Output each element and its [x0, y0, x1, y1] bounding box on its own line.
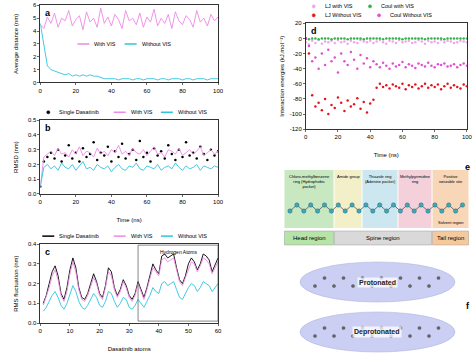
svg-text:20: 20 [96, 328, 103, 334]
svg-text:80: 80 [431, 134, 438, 140]
svg-text:Time (ns): Time (ns) [374, 152, 399, 158]
svg-text:1: 1 [33, 67, 37, 73]
svg-text:0.1: 0.1 [28, 300, 37, 306]
svg-text:With VIS: With VIS [131, 109, 153, 115]
svg-text:0: 0 [39, 328, 43, 334]
svg-text:0: 0 [304, 134, 308, 140]
svg-text:0.3: 0.3 [28, 261, 37, 267]
svg-text:Tail region: Tail region [437, 235, 464, 241]
svg-text:0.2: 0.2 [28, 162, 37, 168]
svg-text:RMSD (nm): RMSD (nm) [13, 141, 19, 173]
svg-text:3: 3 [33, 41, 37, 47]
svg-text:50: 50 [185, 328, 192, 334]
svg-text:-120: -120 [290, 126, 303, 132]
svg-text:Thiazole ring(Adenine pocket): Thiazole ring(Adenine pocket) [365, 174, 396, 184]
svg-text:d: d [311, 26, 317, 36]
svg-text:0: 0 [39, 88, 43, 94]
svg-text:0.0: 0.0 [28, 320, 37, 326]
svg-text:0.3: 0.3 [28, 147, 37, 153]
svg-text:Hydrogen Atoms: Hydrogen Atoms [160, 249, 197, 255]
svg-text:-100: -100 [290, 111, 303, 117]
svg-text:Dasatinib atoms: Dasatinib atoms [108, 346, 151, 352]
svg-text:0: 0 [33, 80, 37, 86]
svg-text:Coul with VIS: Coul with VIS [381, 3, 414, 9]
svg-text:40: 40 [108, 199, 115, 205]
svg-text:-40: -40 [293, 66, 302, 72]
svg-text:0: 0 [298, 36, 302, 42]
svg-text:-80: -80 [293, 96, 302, 102]
svg-text:0.0: 0.0 [28, 191, 37, 197]
svg-text:2: 2 [33, 54, 37, 60]
svg-text:b: b [45, 123, 51, 133]
svg-text:40: 40 [367, 134, 374, 140]
svg-text:Methylpyrimidinering: Methylpyrimidinering [400, 174, 431, 184]
svg-text:Time (ns): Time (ns) [117, 217, 142, 223]
svg-text:0.4: 0.4 [28, 132, 37, 138]
svg-text:20: 20 [335, 134, 342, 140]
svg-text:Amide group: Amide group [337, 174, 360, 179]
svg-text:20: 20 [72, 88, 79, 94]
svg-text:80: 80 [179, 199, 186, 205]
svg-text:a: a [45, 8, 51, 18]
svg-text:RMS fluctuation (nm): RMS fluctuation (nm) [13, 255, 19, 311]
svg-text:LJ Without VIS: LJ Without VIS [325, 12, 362, 18]
svg-text:Interaction energies (kJ.mol⁻¹: Interaction energies (kJ.mol⁻¹) [279, 36, 285, 117]
svg-text:Coul Without VIS: Coul Without VIS [390, 12, 432, 18]
svg-text:0: 0 [39, 199, 43, 205]
svg-text:e: e [465, 162, 470, 172]
svg-text:4: 4 [33, 28, 37, 34]
svg-text:Positiveionizable site: Positiveionizable site [439, 174, 463, 184]
svg-text:0.5: 0.5 [28, 117, 37, 123]
svg-text:100: 100 [462, 134, 473, 140]
svg-text:-20: -20 [293, 51, 302, 57]
svg-text:0.2: 0.2 [28, 281, 37, 287]
svg-text:20: 20 [72, 199, 79, 205]
svg-text:Without VIS: Without VIS [178, 233, 207, 239]
svg-text:40: 40 [155, 328, 162, 334]
svg-text:60: 60 [144, 88, 151, 94]
svg-text:10: 10 [67, 328, 74, 334]
svg-text:Without VIS: Without VIS [178, 109, 207, 115]
svg-text:Single Dasatinib: Single Dasatinib [59, 109, 99, 115]
svg-text:f: f [466, 301, 470, 311]
svg-text:100: 100 [213, 88, 224, 94]
svg-text:-60: -60 [293, 81, 302, 87]
svg-text:5: 5 [33, 15, 37, 21]
svg-text:40: 40 [108, 88, 115, 94]
svg-text:LJ with VIS: LJ with VIS [325, 3, 353, 9]
svg-text:Deprotonated: Deprotonated [354, 328, 400, 336]
svg-text:20: 20 [295, 20, 302, 26]
svg-text:Protonated: Protonated [359, 279, 396, 286]
svg-text:100: 100 [213, 199, 224, 205]
svg-text:Spine region: Spine region [366, 235, 400, 241]
svg-text:6: 6 [33, 2, 37, 8]
svg-text:0.1: 0.1 [28, 176, 37, 182]
svg-text:0.4: 0.4 [28, 241, 37, 247]
svg-text:Solvent region: Solvent region [438, 220, 464, 225]
svg-text:30: 30 [126, 328, 133, 334]
svg-text:Average distance (nm): Average distance (nm) [13, 14, 19, 74]
svg-text:60: 60 [399, 134, 406, 140]
svg-text:Single Dasatinib: Single Dasatinib [59, 233, 99, 239]
svg-text:With VIS: With VIS [131, 233, 153, 239]
svg-text:With VIS: With VIS [94, 41, 116, 47]
svg-text:80: 80 [179, 88, 186, 94]
svg-text:60: 60 [215, 328, 222, 334]
svg-text:60: 60 [144, 199, 151, 205]
svg-text:Head region: Head region [293, 235, 326, 241]
svg-text:c: c [45, 247, 50, 257]
svg-text:Without VIS: Without VIS [142, 41, 171, 47]
svg-text:Chloro-methylbenzenering (Hydr: Chloro-methylbenzenering (Hydrophobicpoc… [289, 174, 330, 189]
